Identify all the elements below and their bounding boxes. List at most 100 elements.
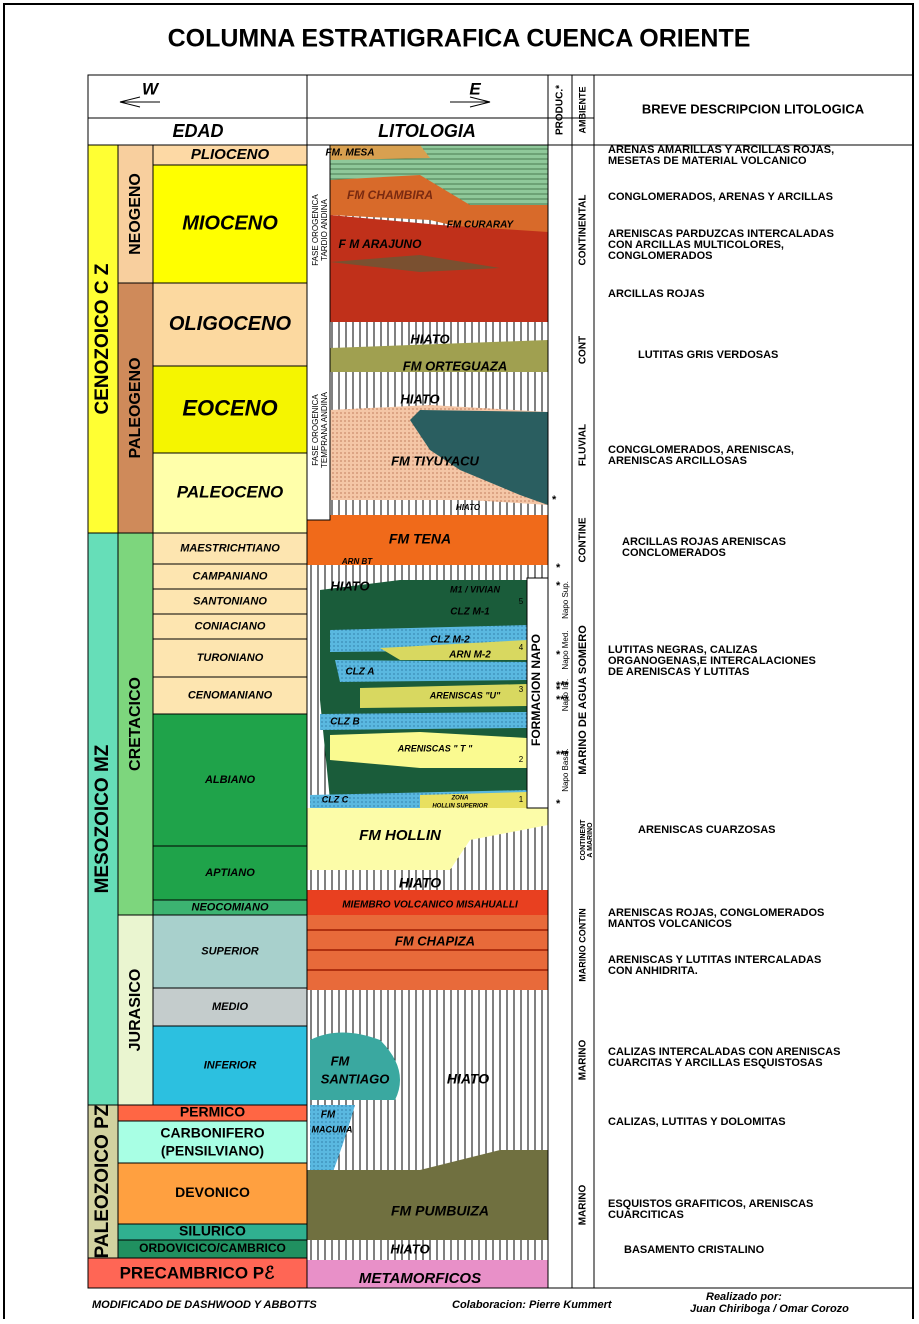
napo-member: Napo Sup.	[561, 581, 570, 619]
age-cell	[117, 1120, 308, 1164]
age-label: DEVONICO	[175, 1184, 250, 1200]
era-label: CENOZOICO C Z	[92, 263, 113, 414]
header-descripcion: BREVE DESCRIPCION LITOLOGICA	[642, 101, 865, 116]
description-line: CON ANHIDRITA.	[608, 965, 698, 977]
formation-label: HIATO	[447, 1071, 489, 1087]
formation-label: ARN M-2	[448, 650, 491, 661]
age-label: OLIGOCENO	[169, 313, 292, 335]
description-line: CONCGLOMERADOS, ARENISCAS,	[608, 444, 794, 456]
formation-label: FM CHAPIZA	[395, 933, 475, 948]
age-label: EOCENO	[182, 395, 277, 420]
description-line: ARENISCAS CUARZOSAS	[638, 824, 776, 836]
header-produc: PRODUC.*	[555, 85, 566, 135]
footer-source: MODIFICADO DE DASHWOOD Y ABBOTTS	[92, 1299, 317, 1311]
napo-title: FORMACION NAPO	[529, 634, 543, 746]
description-line: BASAMENTO CRISTALINO	[624, 1244, 765, 1256]
description-line: ARENISCAS ARCILLOSAS	[608, 455, 747, 467]
description-line: ARCILLAS ROJAS	[608, 288, 705, 300]
age-label: (PENSILVIANO)	[161, 1143, 264, 1159]
environment-label: MARINO	[578, 1040, 589, 1081]
description-line: ORGANOGENAS,E INTERCALACIONES	[608, 655, 816, 667]
environment-label: CONTINENTAL	[578, 195, 589, 266]
formation-label: SANTIAGO	[321, 1071, 390, 1086]
period-label: NEOGENO	[127, 173, 144, 255]
age-label: TURONIANO	[197, 652, 264, 664]
age-label: MAESTRICHTIANO	[180, 542, 280, 554]
age-cell	[152, 164, 308, 284]
production-mark: *	[552, 494, 557, 506]
formation-label: FM ORTEGUAZA	[403, 358, 507, 373]
environment-label: CONTINE	[578, 517, 589, 562]
age-cell	[152, 452, 308, 534]
age-cell	[152, 987, 308, 1027]
age-label: ALBIANO	[204, 774, 256, 786]
description-line: LUTITAS NEGRAS, CALIZAS	[608, 644, 758, 656]
era-cell	[87, 1104, 119, 1259]
age-cell	[152, 563, 308, 590]
period-cell	[117, 282, 154, 534]
age-label: CAMPANIANO	[193, 570, 268, 582]
age-cell	[152, 845, 308, 901]
period-cell	[117, 144, 154, 284]
formation-label: HIATO	[400, 391, 439, 406]
era-cell	[87, 144, 119, 534]
age-label: INFERIOR	[204, 1059, 257, 1071]
footer-authors: Juan Chiriboga / Omar Corozo	[690, 1303, 849, 1315]
formation-label: FM TENA	[389, 531, 451, 547]
title: COLUMNA ESTRATIGRAFICA CUENCA ORIENTE	[168, 25, 751, 53]
formation-label: CLZ B	[330, 717, 359, 728]
formation-label: CLZ M-1	[450, 607, 490, 618]
napo-unit: 5	[519, 597, 524, 606]
napo-member: Napo Med.	[561, 630, 570, 669]
age-cell	[152, 282, 308, 367]
header-ambiente: AMBIENTE	[577, 87, 587, 134]
description-line: ARCILLAS ROJAS ARENISCAS	[622, 536, 786, 548]
age-cell	[152, 676, 308, 715]
era-label: MESOZOICO MZ	[92, 744, 113, 893]
napo-unit: 2	[519, 755, 524, 764]
formation-label: ARENISCAS " T "	[397, 743, 473, 753]
description-line: ARENISCAS ROJAS, CONGLOMERADOS	[608, 907, 824, 919]
formation-label: FM CHAMBIRA	[347, 188, 433, 202]
formation-label: ARN BT	[341, 557, 373, 566]
period-label: CRETACICO	[127, 677, 144, 771]
era-label: PALEOZOICO PZ	[92, 1104, 113, 1258]
age-label: CARBONIFERO	[160, 1125, 264, 1141]
formation-label: FM PUMBUIZA	[391, 1203, 489, 1219]
description-line: CUARCITICAS	[608, 1209, 684, 1221]
napo-unit: 4	[519, 643, 524, 652]
description-line: CUARCITAS Y ARCILLAS ESQUISTOSAS	[608, 1057, 823, 1069]
header-east: E	[469, 79, 481, 98]
age-cell	[152, 914, 308, 989]
phase-label: TEMPRANA ANDINA	[320, 391, 329, 468]
description-line: MESETAS DE MATERIAL VOLCANICO	[608, 155, 807, 167]
description-line: CONGLOMERADOS	[608, 250, 713, 262]
phase-label: FASE OROGENICA	[311, 194, 320, 266]
formation-label: FM. MESA	[326, 148, 375, 159]
description-line: LUTITAS GRIS VERDOSAS	[638, 349, 778, 361]
footer-collab: Colaboracion: Pierre Kummert	[452, 1299, 613, 1311]
description-line: DE ARENISCAS Y LUTITAS	[608, 666, 749, 678]
napo-unit: 3	[519, 685, 524, 694]
formation-label: HIATO	[399, 875, 441, 891]
period-label: PALEOGENO	[127, 357, 144, 458]
formation-label: HIATO	[390, 1241, 429, 1256]
period-label: JURASICO	[127, 969, 144, 1052]
formation-label: F M ARAJUNO	[339, 237, 423, 251]
age-cell	[152, 713, 308, 847]
header-west: W	[142, 79, 160, 98]
production-mark: ***	[556, 680, 570, 692]
formation-label: MIEMBRO VOLCANICO MISAHUALLI	[342, 900, 518, 911]
age-cell	[152, 638, 308, 678]
environment-label: MARINO DE AGUA SOMERO	[577, 625, 589, 775]
formation-label: MACUMA	[312, 1124, 353, 1134]
age-label: CENOMANIANO	[188, 689, 273, 701]
description-line: CON ARCILLAS MULTICOLORES,	[608, 239, 784, 251]
formation-label: CLZ C	[322, 794, 349, 804]
header-litologia: LITOLOGIA	[378, 121, 476, 141]
header-edad: EDAD	[172, 121, 223, 141]
age-label: CONIACIANO	[195, 620, 266, 632]
environment-label: CONT	[578, 336, 589, 364]
age-label: PALEOCENO	[177, 482, 283, 501]
description-line: CONGLOMERADOS, ARENAS Y ARCILLAS	[608, 191, 833, 203]
